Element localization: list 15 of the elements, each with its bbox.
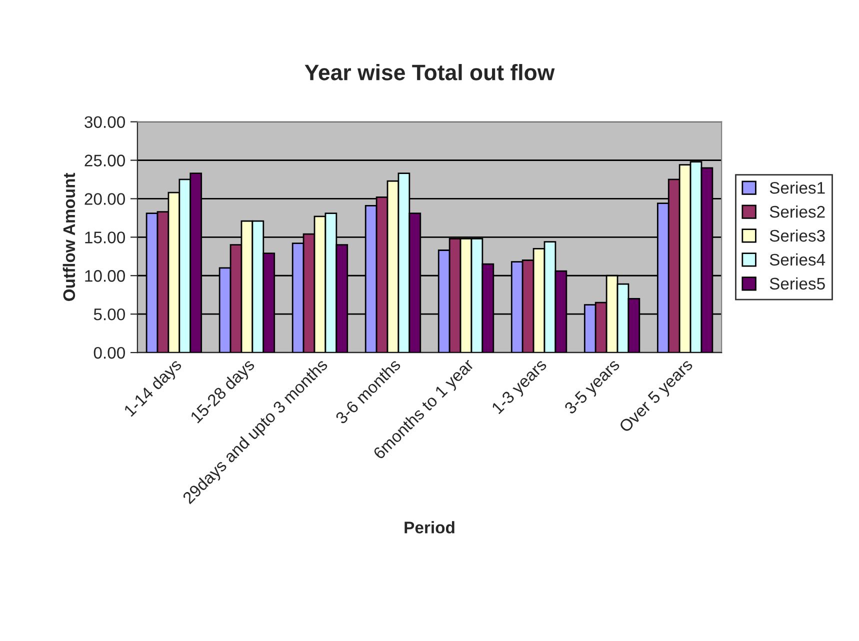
legend-label: Series2 bbox=[770, 205, 825, 218]
legend-label: Series3 bbox=[770, 229, 825, 242]
y-axis-title: Outflow Amount bbox=[62, 172, 76, 301]
legend-label: Series4 bbox=[770, 253, 826, 266]
y-tick-label: 15.00 bbox=[85, 232, 125, 244]
x-axis-title: Period bbox=[404, 521, 454, 534]
legend-label: Series5 bbox=[770, 277, 825, 290]
y-tick-label: 5.00 bbox=[94, 308, 125, 320]
y-tick-label: 30.00 bbox=[84, 116, 125, 128]
y-tick-label: 25.00 bbox=[84, 154, 125, 166]
y-tick-label: 10.00 bbox=[85, 270, 125, 282]
chart-title: Year wise Total out flow bbox=[304, 64, 555, 80]
y-tick-label: 0.00 bbox=[94, 346, 125, 359]
legend-label: Series1 bbox=[770, 182, 825, 194]
y-tick-label: 20.00 bbox=[84, 193, 125, 205]
